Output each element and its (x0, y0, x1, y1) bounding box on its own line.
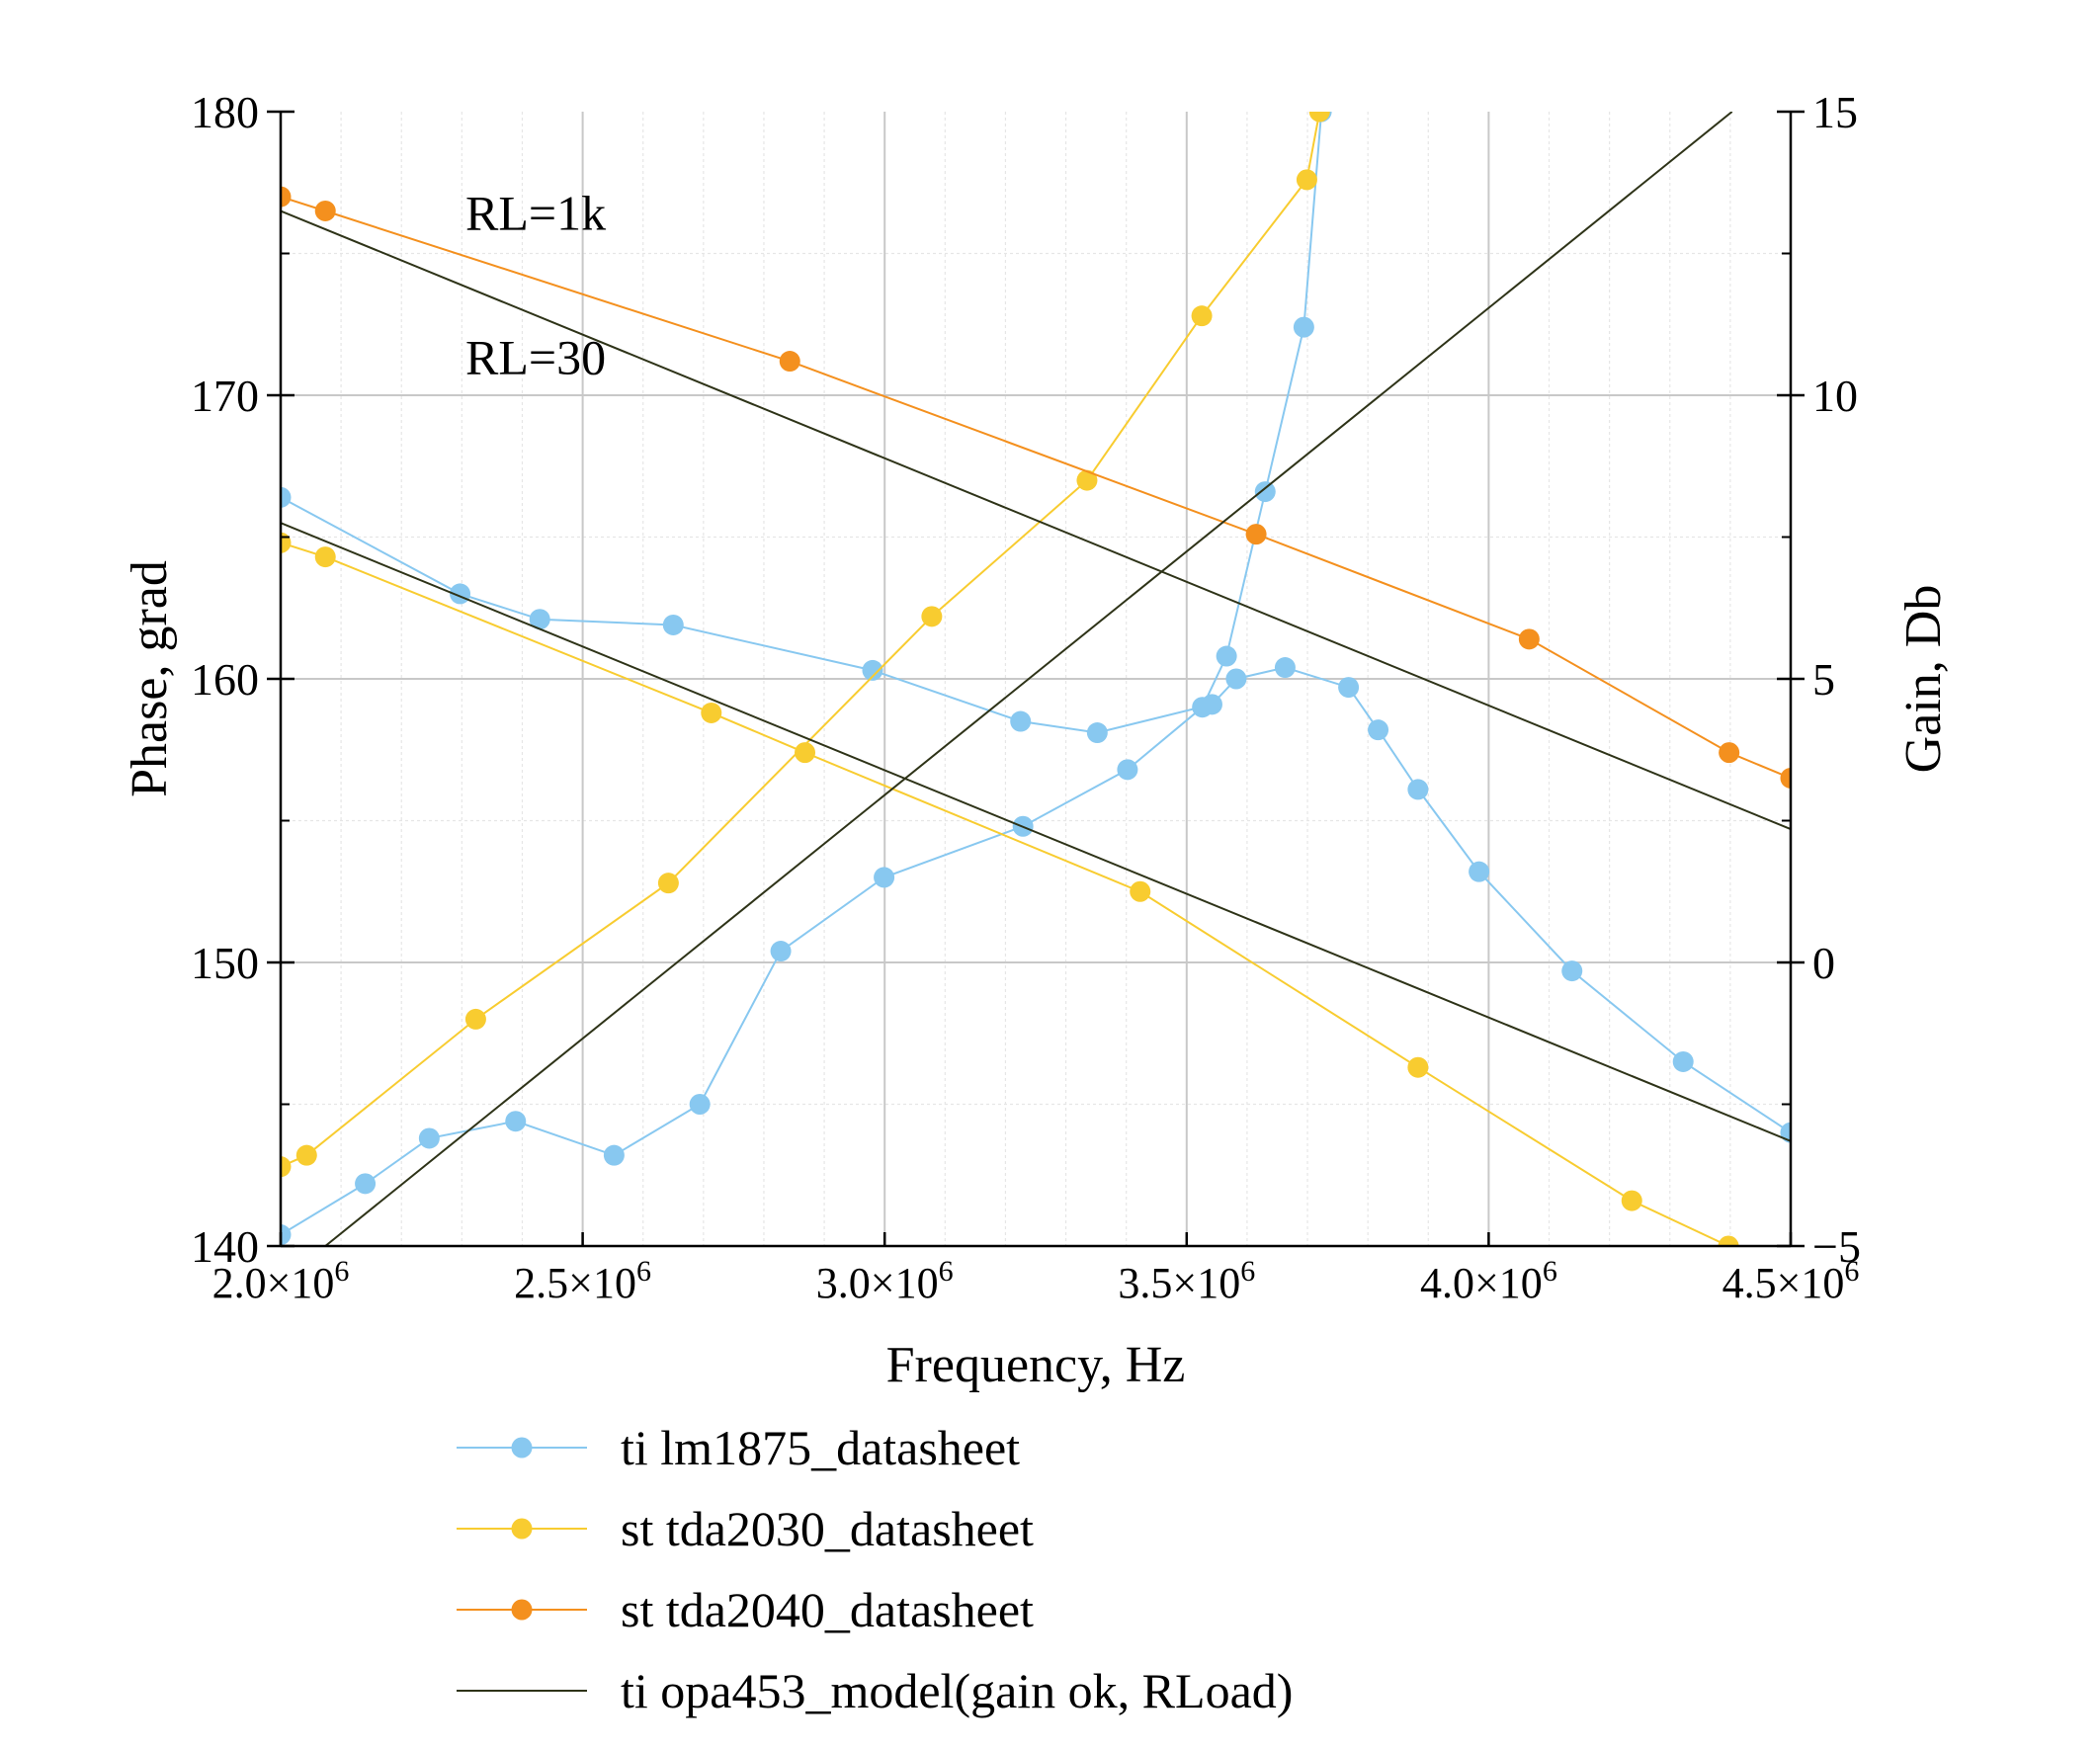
y-left-tick-label: 170 (191, 371, 259, 421)
data-point (281, 486, 292, 508)
data-point (1191, 305, 1213, 327)
series-line (281, 112, 1323, 1236)
data-point (1308, 112, 1330, 123)
data-point (1518, 628, 1540, 650)
data-point (1010, 710, 1032, 732)
legend-label: st tda2040_datasheet (621, 1582, 1034, 1637)
data-point (1192, 697, 1214, 718)
data-point (1469, 861, 1490, 882)
data-point (701, 702, 722, 723)
data-point (1407, 779, 1429, 800)
x-tick-label: 3.0×106 (816, 1255, 954, 1307)
legend-label: st tda2030_datasheet (621, 1501, 1034, 1556)
data-point (662, 614, 684, 635)
data-point (921, 606, 943, 627)
data-point (1780, 767, 1791, 789)
data-point (770, 941, 792, 962)
y-left-tick-label: 140 (191, 1221, 259, 1272)
legend-marker (511, 1437, 533, 1458)
data-point (355, 1173, 377, 1195)
data-point (1117, 759, 1138, 781)
data-point (1621, 1190, 1642, 1211)
legend-item: ti lm1875_datasheet (457, 1420, 1020, 1475)
x-tick-label: 4.5×106 (1722, 1255, 1860, 1307)
series-0 (281, 112, 1791, 1246)
legend-marker (511, 1518, 533, 1540)
legend-item: st tda2030_datasheet (457, 1501, 1034, 1556)
data-point (1407, 1056, 1429, 1078)
data-point (295, 1144, 317, 1166)
series-line (281, 209, 1791, 831)
series-2 (281, 186, 1791, 789)
data-point (1254, 481, 1276, 503)
series-line (281, 196, 1791, 780)
x-tick-label: 4.0×106 (1420, 1255, 1557, 1307)
data-point (281, 1224, 292, 1246)
data-point (1216, 645, 1237, 667)
data-point (795, 742, 816, 764)
annotation-label: RL=1k (465, 185, 606, 240)
legend-label: ti lm1875_datasheet (621, 1420, 1020, 1475)
data-point (281, 1156, 292, 1178)
x-tick-label: 2.0×106 (212, 1255, 350, 1307)
axis-labels: Frequency, Hz Phase, grad Gain, Db (122, 560, 1952, 1393)
x-axis-label: Frequency, Hz (886, 1337, 1186, 1393)
data-point (1076, 469, 1098, 491)
data-point (1338, 677, 1360, 699)
series-line (281, 522, 1791, 1142)
data-point (689, 1094, 711, 1115)
data-point (1672, 1050, 1694, 1072)
data-point (779, 351, 800, 373)
series-line (281, 542, 1729, 1246)
grid (281, 112, 1791, 1246)
x-tick-label: 2.5×106 (514, 1255, 651, 1307)
data-point (1274, 657, 1296, 679)
y-right-tick-label: −5 (1812, 1221, 1861, 1272)
data-point (1561, 960, 1583, 982)
y-right-tick-label: 15 (1812, 87, 1858, 137)
series-line (281, 496, 1791, 1134)
data-point (1719, 742, 1740, 764)
x-tick-label: 3.5×106 (1118, 1255, 1255, 1307)
data-point (1718, 1235, 1739, 1246)
data-point (1130, 880, 1151, 902)
data-point (1086, 722, 1108, 744)
data-point (657, 873, 679, 894)
data-point (1225, 668, 1247, 690)
data-point (529, 609, 550, 630)
data-point (314, 546, 336, 568)
y-right-tick-label: 10 (1812, 371, 1858, 421)
axes: 140 150 160 170 180 −5 0 5 10 15 2.0×106 2.5×106 3.0… (191, 87, 1861, 1307)
y-left-tick-label: 150 (191, 938, 259, 988)
legend-item: st tda2040_datasheet (457, 1582, 1034, 1637)
data-point (281, 186, 292, 208)
data-point (1296, 169, 1317, 191)
data-point (418, 1127, 440, 1149)
y-left-tick-label: 160 (191, 654, 259, 705)
data-point (505, 1111, 527, 1132)
y-left-tick-label: 180 (191, 87, 259, 137)
annotation-label: RL=30 (465, 330, 606, 385)
data-point (464, 1008, 486, 1030)
series-line (281, 112, 1321, 1168)
y-right-tick-label: 0 (1812, 938, 1835, 988)
legend-item: ti opa453_model(gain ok, RLoad) (457, 1663, 1293, 1718)
series-line (324, 112, 1733, 1246)
data-point (862, 659, 883, 681)
legend-marker (511, 1599, 533, 1621)
data-point (874, 867, 895, 888)
data-point (603, 1144, 625, 1166)
y-right-tick-label: 5 (1812, 654, 1835, 705)
legend-label: ti opa453_model(gain ok, RLoad) (621, 1663, 1293, 1718)
data-point (1245, 524, 1267, 545)
annotations: RL=1k RL=30 (465, 185, 606, 384)
y-axis-label-right: Gain, Db (1895, 585, 1952, 774)
data-point (1293, 316, 1314, 338)
y-axis-label-left: Phase, grad (122, 560, 178, 797)
data-point (314, 200, 336, 221)
data-point (1368, 719, 1389, 741)
series-3 (281, 112, 1791, 1246)
